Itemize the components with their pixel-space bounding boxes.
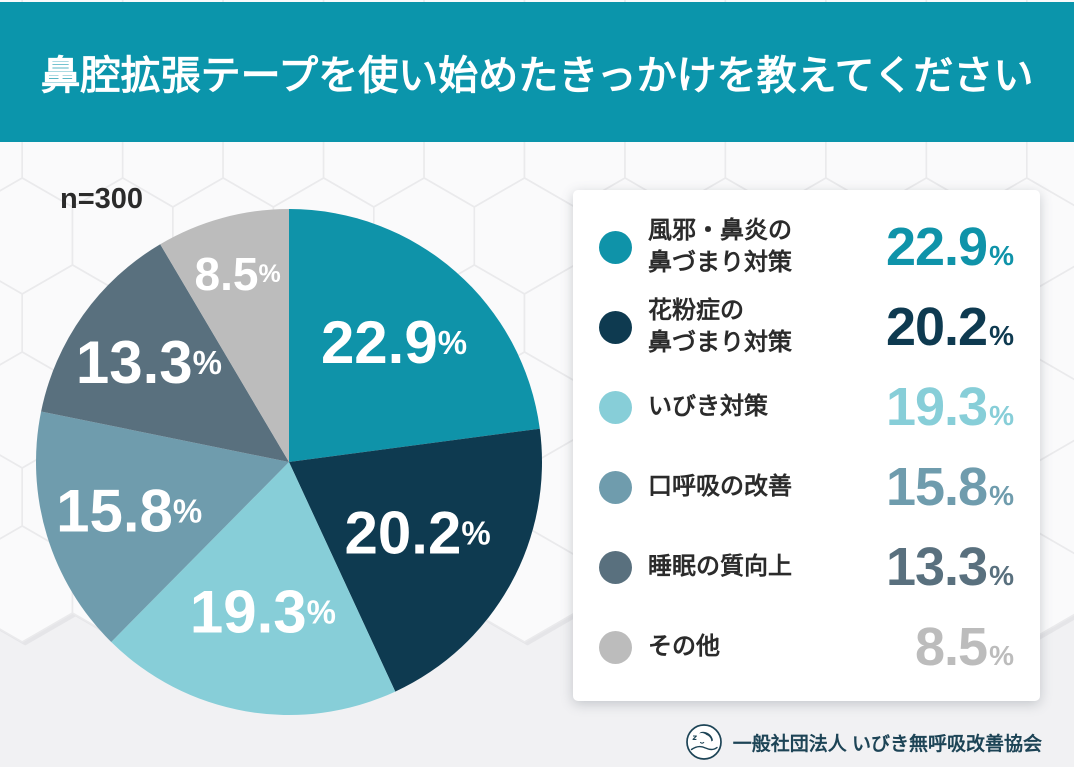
pie-slice-value-label: 19.3% — [190, 578, 336, 645]
pie-chart: 22.9% 20.2%19.3% 15.8% 13.3% 8.5% — [36, 209, 542, 715]
page-title: 鼻腔拡張テープを使い始めたきっかけを教えてください — [40, 54, 1034, 98]
legend-row-2: 花粉症の 鼻づまり対策 20.2% — [573, 287, 1040, 367]
title-bar: 鼻腔拡張テープを使い始めたきっかけを教えてください — [0, 2, 1074, 142]
legend-row-6: その他 8.5% — [573, 607, 1040, 687]
legend-row-4: 口呼吸の改善 15.8% — [573, 447, 1040, 527]
legend-value: 20.2% — [885, 297, 1014, 357]
pie-slice-1 — [289, 209, 540, 462]
legend-category-label: 花粉症の 鼻づまり対策 — [648, 297, 792, 356]
legend-row-3: いびき対策 19.3% — [573, 367, 1040, 447]
pie-slice-4 — [36, 411, 289, 643]
pie-slice-3 — [111, 462, 396, 715]
legend-row-5: 睡眠の質向上 13.3% — [573, 527, 1040, 607]
legend-color-dot — [599, 310, 632, 344]
pie-slice-value-label: 20.2% — [345, 499, 491, 566]
pie-slice-value-label: 15.8% — [56, 477, 202, 544]
legend-category-label: 口呼吸の改善 — [648, 473, 792, 501]
organization-name: 一般社団法人 いびき無呼吸改善協会 — [732, 733, 1042, 755]
pie-slice-value-label: 13.3% — [76, 329, 222, 396]
pie-slice-5 — [41, 244, 289, 462]
legend-value: 8.5% — [915, 617, 1014, 677]
legend-value: 19.3% — [885, 377, 1014, 437]
legend-category-label: 睡眠の質向上 — [648, 553, 792, 581]
pie-slice-6 — [160, 209, 289, 462]
pie-slice-2 — [289, 428, 542, 692]
pie-slice-value-label: 8.5% — [195, 248, 281, 300]
legend-value: 13.3% — [885, 537, 1014, 597]
legend-category-label: その他 — [648, 633, 720, 661]
legend-color-dot — [599, 390, 632, 424]
legend-value: 22.9% — [885, 217, 1014, 277]
footer: 一般社団法人 いびき無呼吸改善協会 — [685, 723, 1042, 761]
legend-category-label: 風邪・鼻炎の 鼻づまり対策 — [648, 217, 792, 276]
legend-color-dot — [599, 230, 632, 264]
legend-card: 風邪・鼻炎の 鼻づまり対策 22.9% 花粉症の 鼻づまり対策 20.2% いびき対策 19.… — [573, 190, 1040, 701]
sample-size-label: n=300 — [60, 183, 144, 215]
snoring-sleeper-logo-icon — [685, 724, 722, 760]
legend-value: 15.8% — [885, 457, 1014, 517]
legend-color-dot — [599, 470, 632, 504]
legend-color-dot — [599, 630, 632, 664]
pie-slice-value-label: 22.9% — [321, 309, 467, 376]
legend-color-dot — [599, 550, 632, 584]
legend-row-1: 風邪・鼻炎の 鼻づまり対策 22.9% — [573, 207, 1040, 287]
legend-category-label: いびき対策 — [648, 393, 768, 421]
